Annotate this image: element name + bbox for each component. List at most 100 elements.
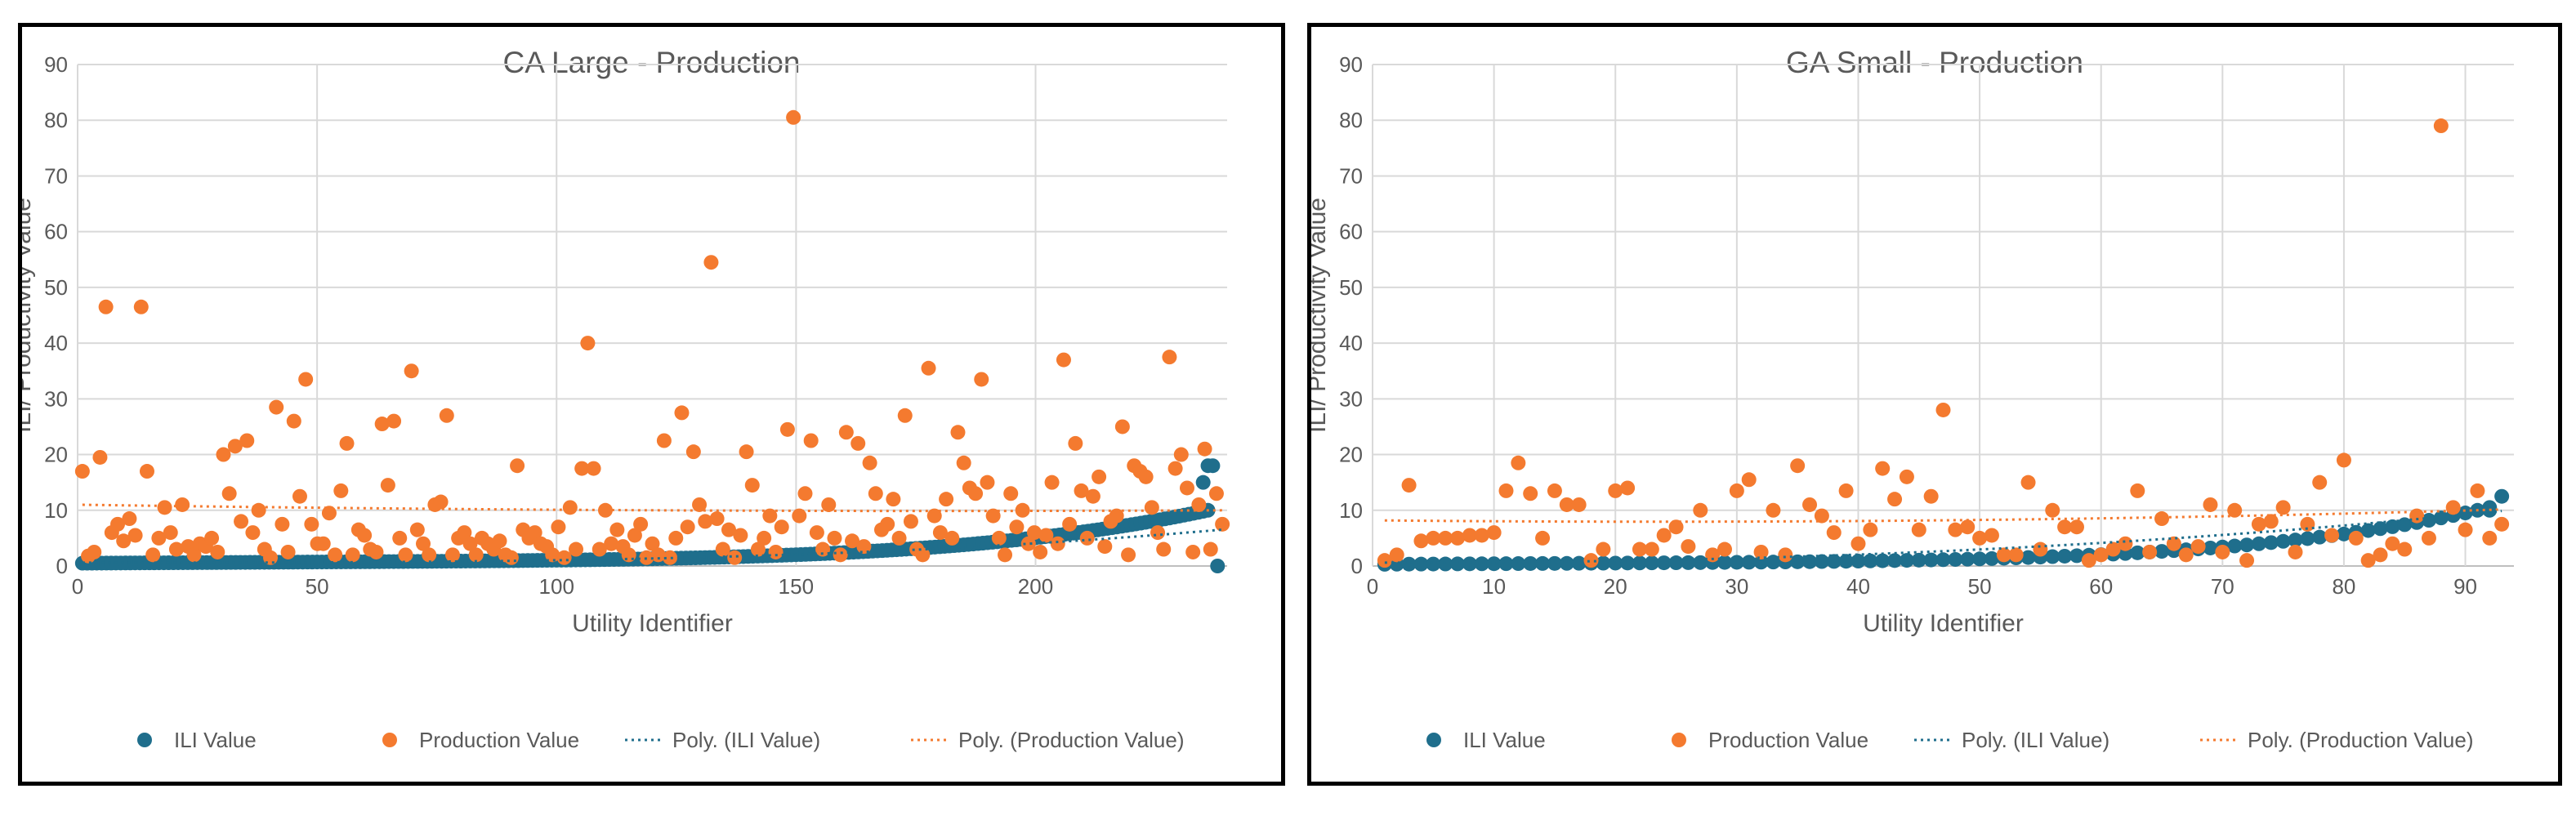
production-point [974, 372, 989, 387]
production-point [1802, 497, 1818, 512]
production-point [1114, 419, 1130, 435]
production-point [1523, 486, 1538, 501]
production-point [345, 547, 360, 563]
ili-point [2130, 545, 2145, 560]
production-point [1097, 539, 1113, 555]
y-tick-label: 60 [44, 220, 68, 244]
production-point [1197, 441, 1212, 457]
production-point [750, 541, 766, 557]
production-point [1074, 483, 1089, 498]
production-point [2215, 544, 2230, 559]
legend-label: Poly. (ILI Value) [1962, 728, 2109, 752]
production-point [168, 541, 184, 557]
production-point [280, 544, 296, 559]
production-point [286, 413, 301, 429]
legend-label: Poly. (Production Value) [958, 728, 1185, 752]
y-tick-label: 20 [1339, 443, 1363, 467]
production-point [786, 109, 801, 125]
legend: ILI Value Production Value Poly. (ILI Valu… [137, 728, 1185, 752]
production-point [409, 522, 425, 537]
production-point [1705, 547, 1721, 563]
production-point [1741, 472, 1757, 488]
production-point [1079, 530, 1095, 546]
production-point [2263, 514, 2279, 529]
production-point [797, 486, 813, 501]
production-point [1717, 541, 1732, 557]
production-point [275, 516, 290, 532]
production-point [2069, 519, 2084, 535]
production-point [932, 525, 948, 541]
production-point [2057, 519, 2073, 535]
production-point [815, 541, 831, 557]
production-point [944, 530, 960, 546]
production-point [1911, 522, 1926, 537]
production-point [2178, 547, 2194, 563]
production-point [1838, 483, 1854, 498]
ili-point [2458, 506, 2473, 521]
ili-point [2385, 519, 2400, 534]
production-point [1215, 516, 1230, 532]
ili-point [1210, 559, 1225, 573]
x-tick-label: 50 [1968, 574, 1992, 599]
production-point [1644, 541, 1659, 557]
ili-point [1923, 552, 1939, 568]
production-point [926, 508, 942, 524]
production-point [827, 530, 842, 546]
ili-point [2069, 548, 2084, 564]
production-point [2045, 502, 2060, 518]
production-point [1668, 519, 1684, 535]
production-point [380, 478, 395, 493]
series-production-value [1377, 118, 2510, 568]
production-point [1426, 530, 1441, 546]
chart-title: CA Large - Production [502, 46, 800, 79]
production-point [774, 519, 789, 535]
y-tick-label: 40 [1339, 331, 1363, 355]
ili-point [1608, 555, 1623, 571]
production-point [416, 536, 431, 551]
y-tick-label: 0 [56, 554, 68, 578]
legend-label: Production Value [419, 728, 579, 752]
production-point [1984, 528, 1999, 543]
production-point [492, 533, 507, 549]
production-point [709, 511, 725, 527]
production-point [721, 522, 736, 537]
production-point [386, 413, 402, 429]
x-tick-label: 80 [2332, 574, 2355, 599]
production-point [1778, 547, 1793, 563]
production-point [1026, 525, 1042, 541]
production-point [838, 425, 854, 440]
production-point [633, 516, 649, 532]
production-point [1085, 488, 1100, 504]
production-point [204, 530, 220, 546]
ili-point [1972, 551, 1988, 567]
production-point [833, 547, 848, 563]
production-point [116, 533, 132, 549]
ili-point [1462, 556, 1477, 572]
production-point [368, 544, 384, 559]
production-point [998, 547, 1013, 563]
production-point [886, 492, 901, 507]
ili-point [2421, 513, 2436, 528]
production-point [186, 547, 202, 563]
y-axis-label: ILI/ Productivity Value [22, 198, 36, 433]
ili-point [1401, 556, 1417, 572]
production-point [2251, 516, 2266, 532]
production-point [2008, 547, 2024, 563]
production-point [2360, 553, 2376, 568]
production-point [2458, 522, 2473, 537]
production-point [2385, 536, 2400, 551]
production-point [668, 530, 684, 546]
ili-point [1535, 555, 1551, 571]
production-point [462, 536, 478, 551]
production-point [444, 547, 460, 563]
production-point [1693, 502, 1708, 518]
production-point [939, 492, 954, 507]
production-point [2470, 483, 2485, 498]
production-point [263, 550, 279, 565]
production-point [1015, 502, 1030, 518]
production-point [1138, 469, 1154, 484]
chart-ca-large: CA Large - Production 0 10 20 30 40 50 60 70 80 90… [22, 46, 1230, 752]
ili-point [2288, 533, 2303, 548]
chart-title: GA Small - Production [1786, 46, 2083, 79]
production-point [1753, 544, 1769, 559]
